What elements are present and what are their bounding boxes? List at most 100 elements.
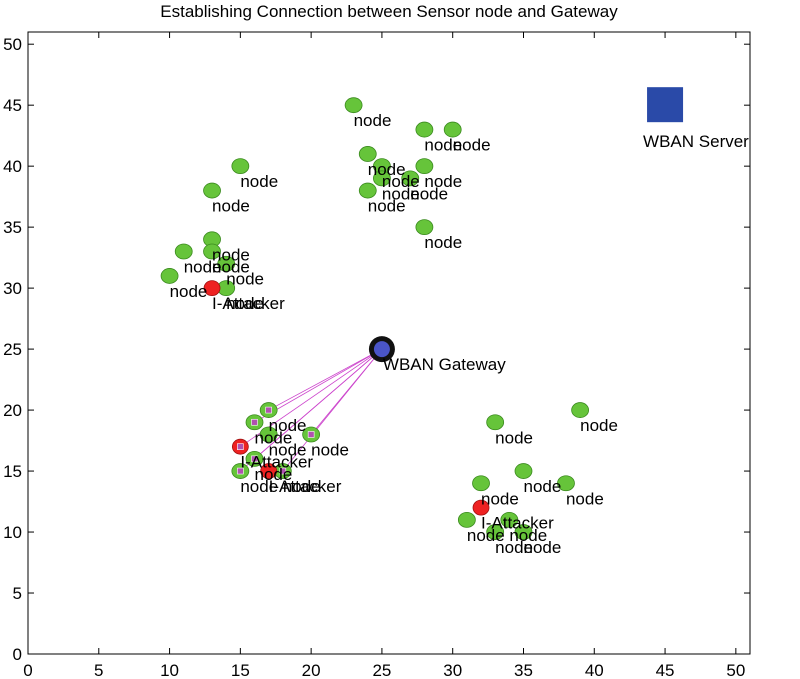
sensor-node-label: node — [269, 416, 307, 435]
sensor-node-label: node — [226, 294, 264, 313]
y-tick-label: 45 — [3, 96, 22, 115]
linked-node-square — [265, 406, 272, 414]
attacker-node-label: I-Attacker — [481, 514, 554, 533]
y-tick-label: 25 — [3, 340, 22, 359]
sensor-node-point — [203, 182, 221, 199]
sensor-node-point — [514, 463, 533, 479]
gateway-link-line — [282, 348, 383, 472]
sensor-node-label: node — [368, 197, 406, 216]
y-tick-label: 0 — [13, 645, 22, 664]
linked-node-square — [237, 443, 244, 450]
sensor-node-point — [472, 475, 490, 492]
y-tick-label: 50 — [3, 35, 22, 54]
linked-node-square — [237, 467, 244, 475]
attacker-node-label: I-Attacker — [269, 477, 342, 496]
sensor-node-point — [486, 524, 505, 540]
sensor-node-label: node — [283, 477, 321, 496]
attacker-node-point — [203, 280, 221, 297]
sensor-node-point — [401, 170, 420, 187]
sensor-node-label: node — [255, 465, 293, 484]
sensor-node-point — [415, 158, 434, 175]
sensor-node-label: node — [523, 538, 561, 557]
sensor-node-point — [174, 243, 193, 260]
sensor-node-label: node — [509, 526, 547, 545]
x-axis: 0 5 10 15 20 25 30 35 40 45 50 — [23, 32, 745, 679]
wban-server — [647, 87, 684, 123]
sensor-node-point — [571, 402, 590, 418]
sensor-node-label: node — [424, 233, 462, 252]
x-tick-label: 5 — [94, 661, 103, 679]
sensor-node-point — [259, 426, 278, 443]
sensor-node-point — [443, 121, 462, 138]
sensor-node-label: node — [424, 136, 462, 155]
sensor-node-point — [557, 475, 575, 492]
attacker-node-label: I-Attacker — [212, 294, 285, 313]
linked-node-square — [279, 467, 287, 475]
sensor-node-label: node — [269, 440, 307, 459]
x-tick-label: 45 — [656, 661, 675, 679]
sensor-node-point — [344, 97, 363, 114]
linked-node-square — [307, 431, 315, 438]
sensor-node-label: node — [410, 184, 448, 203]
x-tick-label: 0 — [23, 661, 32, 679]
sensor-node-label: node — [311, 440, 349, 459]
sensor-node-point — [415, 121, 434, 138]
sensor-node-label: node — [212, 245, 250, 264]
chart-title: Establishing Connection between Sensor n… — [160, 2, 618, 21]
x-tick-label: 15 — [231, 661, 250, 679]
attacker-node-point — [472, 499, 490, 516]
sensor-node-label: node — [424, 172, 462, 191]
server-marker — [647, 87, 684, 123]
server-label: WBAN Server — [643, 132, 749, 151]
sensor-node-label: node — [382, 184, 420, 203]
x-tick-label: 30 — [443, 661, 462, 679]
y-tick-label: 20 — [3, 401, 22, 420]
y-axis: 0 5 10 15 20 25 30 35 40 45 50 — [3, 35, 750, 664]
y-tick-label: 40 — [3, 157, 22, 176]
sensor-node-point — [231, 158, 250, 175]
x-tick-label: 10 — [160, 661, 179, 679]
sensor-node-label: node — [481, 489, 519, 508]
sensor-node-label: node — [368, 160, 406, 179]
sensor-node-label: node — [580, 416, 618, 435]
sensor-node-label: node — [495, 538, 533, 557]
gateway-label: WBAN Gateway — [383, 355, 506, 374]
gateway-link-line — [240, 348, 383, 472]
sensor-node-label: node — [240, 172, 278, 191]
sensor-node-point — [203, 243, 221, 260]
sensor-node-point — [415, 219, 434, 236]
y-tick-label: 5 — [13, 584, 22, 603]
x-tick-label: 35 — [514, 661, 533, 679]
sensor-node-label: node — [495, 428, 533, 447]
gateway-link-line — [268, 348, 383, 411]
sensor-node-label: node — [467, 526, 505, 545]
sensor-node-label: node — [170, 282, 208, 301]
sensor-node-label: node — [226, 270, 264, 289]
sensor-node-label: node — [255, 428, 293, 447]
y-tick-label: 15 — [3, 462, 22, 481]
sensor-node-label: node — [523, 477, 561, 496]
sensor-node-label: node — [566, 489, 604, 508]
sensor-node-label: node — [184, 258, 222, 277]
x-tick-label: 20 — [302, 661, 321, 679]
sensor-node-label: node — [354, 111, 392, 130]
y-tick-label: 30 — [3, 279, 22, 298]
sensor-node-label: node — [453, 136, 491, 155]
sensor-node-label: node — [212, 258, 250, 277]
linked-node-square — [251, 455, 258, 463]
sensor-node-label: node — [382, 172, 420, 191]
sensor-node-point — [486, 414, 505, 431]
attacker-node-label: I-Attacker — [240, 453, 313, 472]
sensor-node-label: node — [240, 477, 278, 496]
sensor-node-point — [160, 268, 179, 284]
sensor-node-point — [500, 511, 519, 528]
gateway-core — [373, 341, 390, 358]
attacker-nodes — [203, 280, 490, 516]
sensor-node-point — [358, 146, 377, 162]
sensor-node-point — [358, 182, 377, 199]
attacker-node-point — [260, 463, 278, 479]
sensor-node-point — [457, 511, 476, 528]
x-tick-label: 50 — [726, 661, 745, 679]
